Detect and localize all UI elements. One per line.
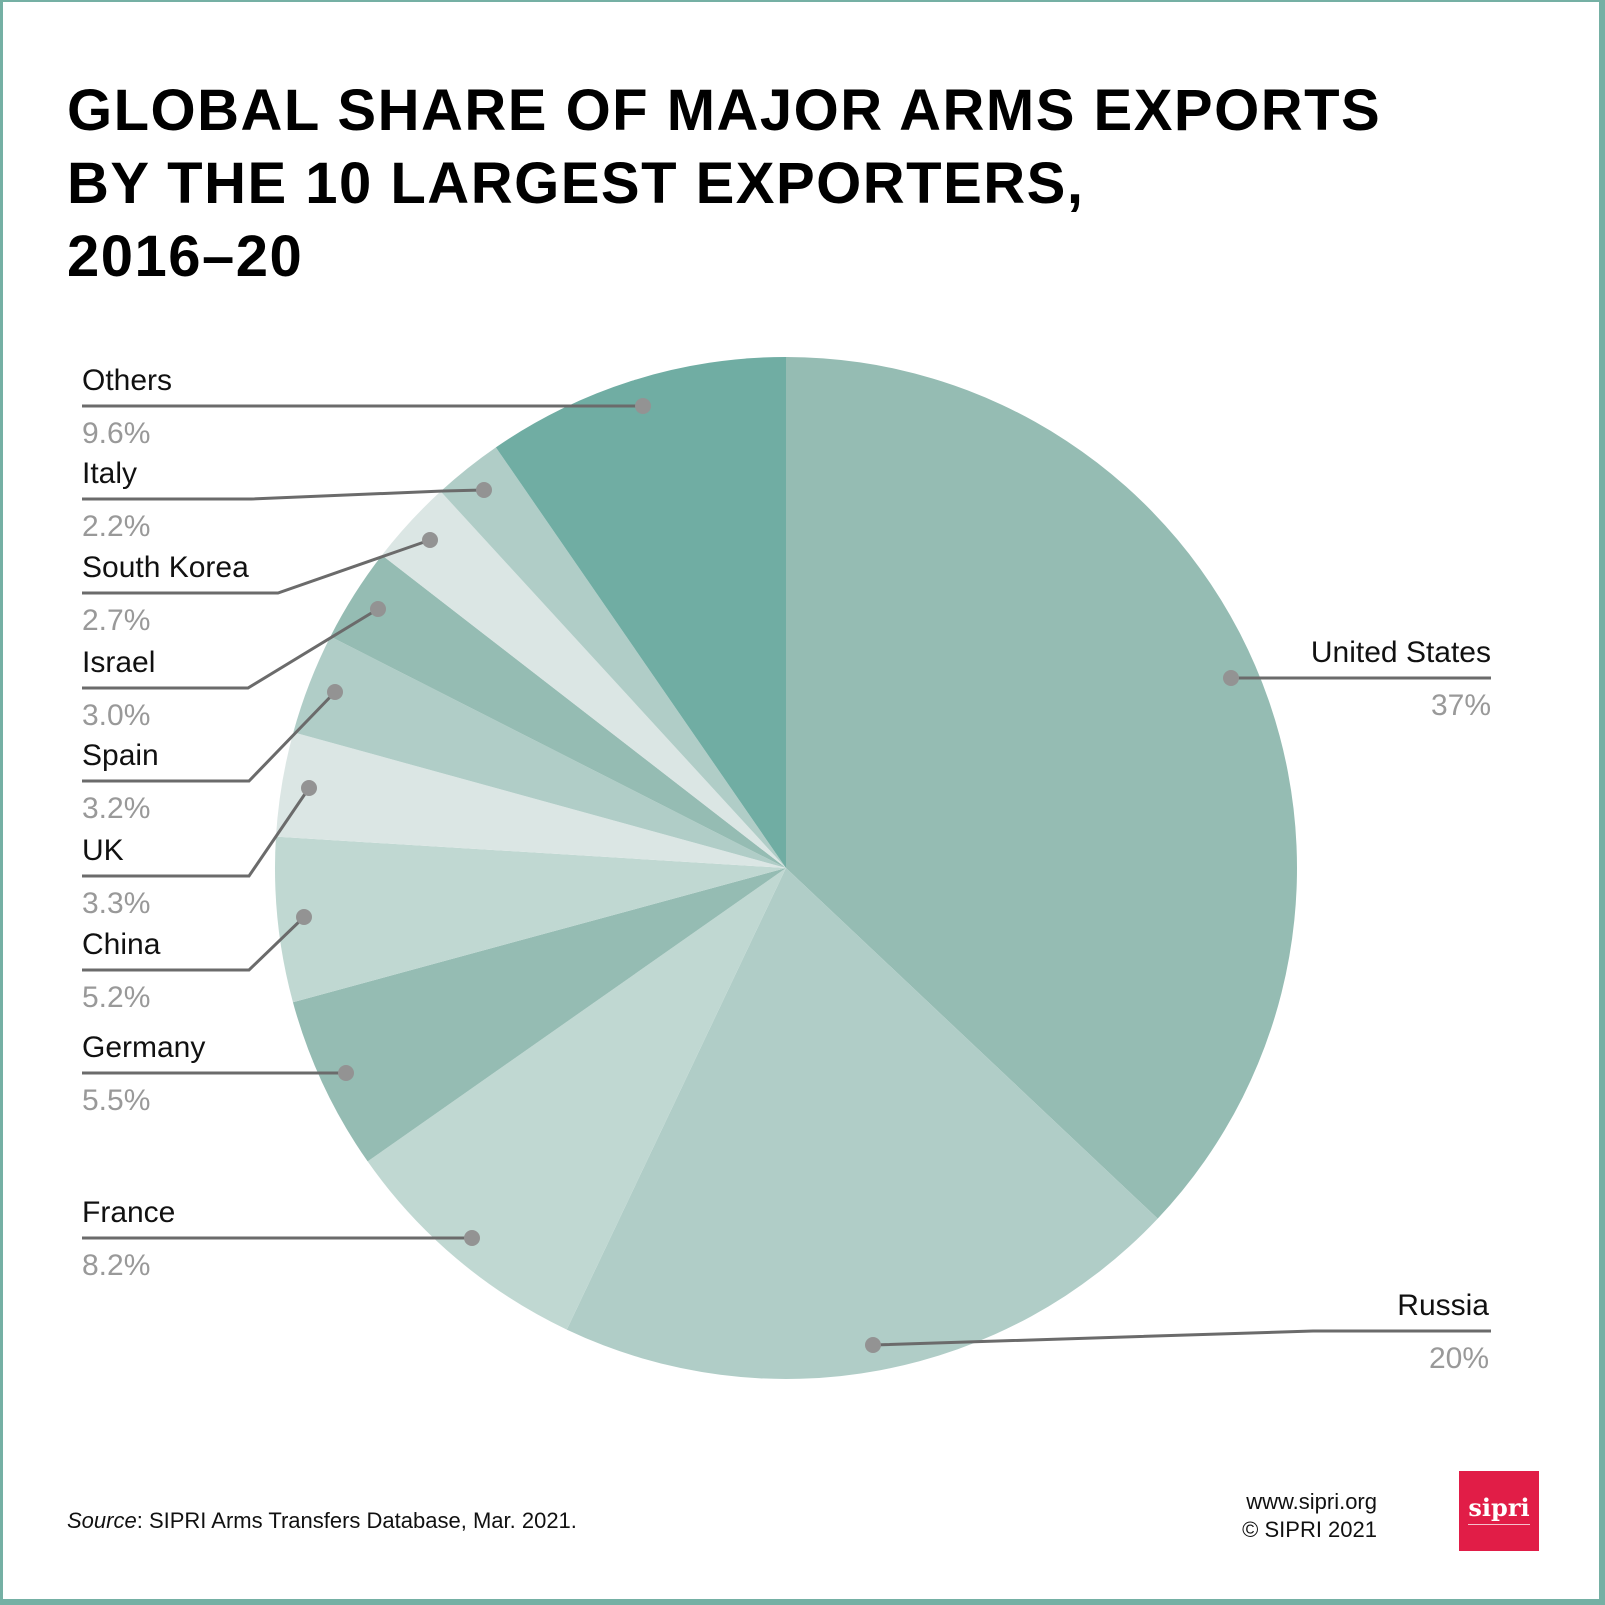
- leader-dot-south-korea: [422, 532, 438, 548]
- slice-value-germany: 5.5%: [82, 1084, 150, 1117]
- leader-dot-uk: [301, 780, 317, 796]
- slice-value-italy: 2.2%: [82, 510, 150, 543]
- leader-dot-others: [635, 398, 651, 414]
- slice-value-uk: 3.3%: [82, 887, 150, 920]
- leader-line-spain: [82, 690, 337, 783]
- slice-label-south-korea: South Korea: [82, 551, 249, 584]
- credits: www.sipri.org © SIPRI 2021: [1242, 1488, 1377, 1544]
- leader-dot-russia: [865, 1337, 881, 1353]
- slice-label-united-states: United States: [1311, 636, 1491, 669]
- chart-title: GLOBAL SHARE OF MAJOR ARMS EXPORTS BY TH…: [67, 74, 1381, 293]
- slice-label-israel: Israel: [82, 646, 155, 679]
- leader-dot-china: [296, 909, 312, 925]
- leader-line-china: [82, 915, 306, 972]
- sipri-logo: sipri: [1459, 1471, 1539, 1551]
- slice-label-uk: UK: [82, 834, 124, 867]
- pie-slice-united-states: [786, 357, 1297, 1219]
- leader-dot-france: [464, 1230, 480, 1246]
- logo-text: sipri: [1468, 1493, 1530, 1525]
- slice-value-united-states: 37%: [1431, 689, 1491, 722]
- pie-slice-spain: [293, 636, 786, 868]
- source-text: : SIPRI Arms Transfers Database, Mar. 20…: [136, 1508, 577, 1533]
- leader-dot-italy: [476, 482, 492, 498]
- slice-value-south-korea: 2.7%: [82, 604, 150, 637]
- slice-label-france: France: [82, 1196, 175, 1229]
- source-note: Source: SIPRI Arms Transfers Database, M…: [67, 1508, 577, 1534]
- leader-dot-israel: [370, 601, 386, 617]
- slice-value-russia: 20%: [1429, 1342, 1489, 1375]
- slice-label-italy: Italy: [82, 457, 137, 490]
- slice-value-israel: 3.0%: [82, 699, 150, 732]
- slice-value-china: 5.2%: [82, 981, 150, 1014]
- slice-label-china: China: [82, 928, 161, 961]
- pie-slice-russia: [566, 868, 1158, 1379]
- title-line: 2016–20: [67, 224, 304, 289]
- title-line: BY THE 10 LARGEST EXPORTERS,: [67, 151, 1085, 216]
- pie-slice-france: [367, 868, 786, 1330]
- title-line: GLOBAL SHARE OF MAJOR ARMS EXPORTS: [67, 78, 1382, 143]
- pie-slice-china: [275, 836, 786, 1003]
- pie-chart: United States 37% Russia 20% France 8.2% Germa…: [82, 357, 1491, 1379]
- leader-dot-germany: [338, 1065, 354, 1081]
- slice-value-spain: 3.2%: [82, 792, 150, 825]
- leader-dot-united-states: [1223, 670, 1239, 686]
- pie-slice-others: [495, 357, 786, 868]
- slice-value-france: 8.2%: [82, 1249, 150, 1282]
- pie-slice-uk: [275, 732, 786, 868]
- leader-line-south-korea: [82, 538, 431, 595]
- copyright: © SIPRI 2021: [1242, 1517, 1377, 1542]
- slice-value-others: 9.6%: [82, 417, 150, 450]
- source-label: Source: [67, 1508, 137, 1533]
- leader-line-uk: [82, 787, 311, 878]
- pie-slice-south-korea: [381, 491, 786, 868]
- slice-label-others: Others: [82, 364, 172, 397]
- leader-dot-spain: [327, 684, 343, 700]
- pie-slice-germany: [292, 868, 786, 1162]
- website-link[interactable]: www.sipri.org: [1246, 1489, 1377, 1514]
- pie-slice-israel: [330, 555, 786, 868]
- leader-line-russia: [872, 1329, 1491, 1347]
- pie-slice-italy: [440, 447, 786, 868]
- leader-line-israel: [82, 607, 379, 690]
- slice-label-spain: Spain: [82, 739, 159, 772]
- leader-line-italy: [82, 488, 485, 501]
- slice-label-germany: Germany: [82, 1031, 205, 1064]
- slice-label-russia: Russia: [1397, 1289, 1489, 1322]
